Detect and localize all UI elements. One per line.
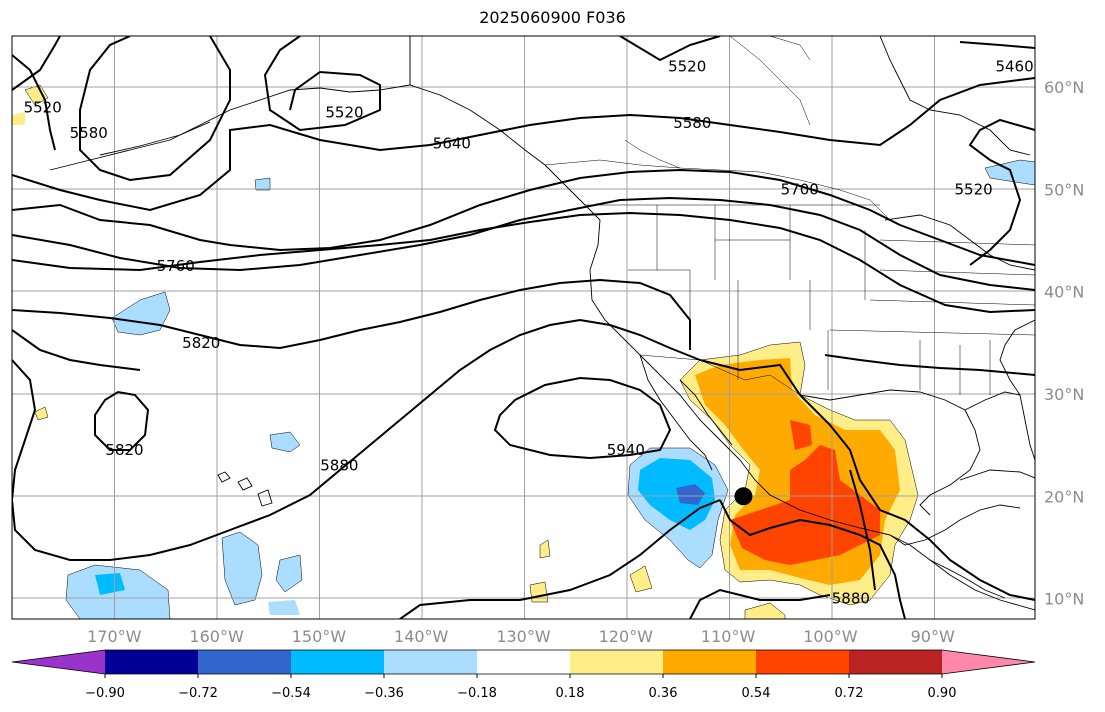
contour-label: 5580 — [673, 114, 711, 132]
colorbar-segment — [477, 650, 571, 674]
contour-label: 5460 — [995, 58, 1033, 76]
colorbar-segment — [105, 650, 199, 674]
colorbar-tick-label: −0.18 — [457, 686, 497, 701]
contour-label: 5700 — [781, 180, 819, 198]
colorbar-tick-label: −0.54 — [271, 686, 311, 701]
contour-label: 5520 — [955, 180, 993, 198]
colorbar-segment — [849, 650, 943, 674]
contour-label: 5520 — [325, 104, 363, 122]
contour-labels: 5460 5520 5520 5520 5520 5580 5580 5640 5700 5760… — [24, 58, 1034, 608]
lon-tick-label: 150°W — [292, 627, 347, 646]
contour-label: 5940 — [607, 441, 645, 459]
colorbar-tick-label: −0.36 — [364, 686, 404, 701]
lat-tick-label: 50°N — [1044, 180, 1084, 199]
colorbar-tick-label: −0.90 — [85, 686, 125, 701]
lon-tick-label: 160°W — [189, 627, 244, 646]
lon-tick-label: 140°W — [394, 627, 449, 646]
colorbar-segment — [384, 650, 478, 674]
lon-tick-label: 110°W — [701, 627, 756, 646]
contour-label: 5640 — [433, 134, 471, 152]
contour-label: 5820 — [105, 441, 143, 459]
colorbar-tick-label: 0.18 — [556, 686, 585, 701]
lon-tick-label: 120°W — [599, 627, 654, 646]
colorbar-tick-label: 0.36 — [649, 686, 678, 701]
borders — [409, 36, 1035, 396]
colorbar-tick-label: 0.72 — [835, 686, 864, 701]
contour-label: 5880 — [320, 457, 358, 475]
lat-tick-label: 20°N — [1044, 487, 1084, 506]
height-contours — [12, 36, 1035, 619]
graticule — [12, 36, 1035, 619]
contour-label: 5520 — [24, 99, 62, 117]
colorbar-segment — [291, 650, 385, 674]
longitude-ticks: 170°W 160°W 150°W 140°W 130°W 120°W 110°W 100°W… — [87, 627, 955, 646]
contour-label: 5820 — [182, 334, 220, 352]
colorbar-tick-label: 0.90 — [928, 686, 957, 701]
contour-label: 5580 — [70, 124, 108, 142]
map-frame — [11, 35, 1036, 620]
lat-tick-label: 10°N — [1044, 590, 1084, 609]
latitude-ticks: 10°N 20°N 30°N 40°N 50°N 60°N — [1044, 78, 1084, 608]
colorbar-tick-label: −0.72 — [178, 686, 218, 701]
lat-tick-label: 40°N — [1044, 283, 1084, 302]
contour-label: 5520 — [668, 58, 706, 76]
colorbar-min-arrow — [12, 650, 105, 674]
map-title: 2025060900 F036 — [479, 8, 626, 27]
colorbar-max-arrow — [942, 650, 1035, 674]
lon-tick-label: 100°W — [803, 627, 858, 646]
colorbar-segment — [570, 650, 664, 674]
lon-tick-label: 130°W — [496, 627, 551, 646]
lat-tick-label: 30°N — [1044, 385, 1084, 404]
lon-tick-label: 90°W — [911, 627, 955, 646]
colorbar-segment — [663, 650, 757, 674]
coastlines — [49, 36, 1035, 611]
colorbar-segment — [756, 650, 850, 674]
contour-label: 5880 — [832, 590, 870, 608]
lat-tick-label: 60°N — [1044, 78, 1084, 97]
colorbar-segment — [198, 650, 292, 674]
contour-label: 5760 — [157, 257, 195, 275]
point-marker[interactable] — [734, 487, 753, 506]
colorbar-tick-label: 0.54 — [742, 686, 771, 701]
lon-tick-label: 170°W — [87, 627, 142, 646]
colorbar: −0.90 −0.72 −0.54 −0.36 −0.18 0.18 0.36 0.54 0.7… — [11, 649, 1036, 701]
